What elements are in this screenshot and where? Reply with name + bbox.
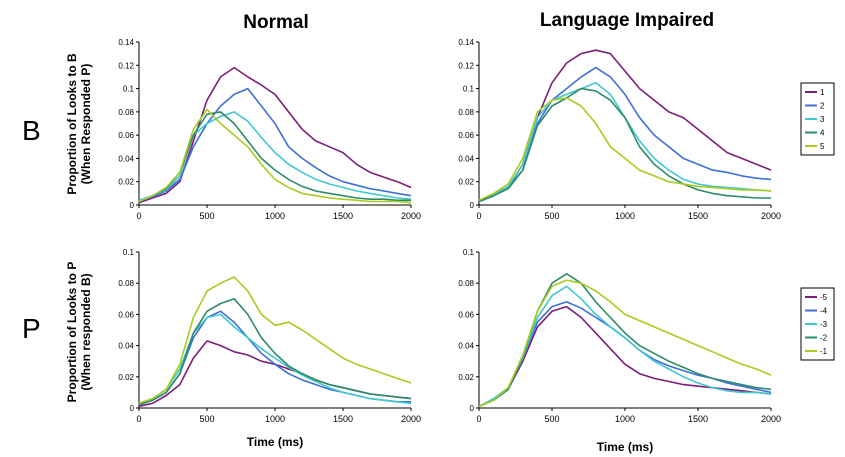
series-line-1 bbox=[138, 66, 412, 204]
chart-panel-0: 0 0.02 0.04 0.06 0.08 0.1 0.12 0.14 0 500 1000 1500… bbox=[118, 38, 421, 221]
legend-P: -5 -4 -3 -2 -1 bbox=[800, 287, 835, 361]
x-tick-label: 0 bbox=[476, 414, 481, 424]
y-tick-label: 0.06 bbox=[458, 310, 474, 319]
series-line--3 bbox=[478, 285, 772, 408]
legend-label: -3 bbox=[820, 320, 828, 329]
x-tick-label: 2000 bbox=[761, 414, 781, 424]
column-title-normal: Normal bbox=[243, 12, 308, 33]
x-tick-label: 500 bbox=[199, 414, 214, 424]
y-tick-label: 0.14 bbox=[118, 38, 134, 47]
y-tick-label: 0.02 bbox=[458, 178, 474, 187]
x-tick-label: 1500 bbox=[688, 211, 708, 221]
x-tick-label: 0 bbox=[136, 211, 141, 221]
legend-label: -2 bbox=[820, 334, 828, 343]
ylabel-bottom-line2: (When responded B) bbox=[79, 273, 93, 390]
y-tick-label: 0.02 bbox=[458, 373, 474, 382]
series-line--1 bbox=[138, 276, 412, 405]
y-tick-label: 0.06 bbox=[118, 310, 134, 319]
y-tick-label: 0.08 bbox=[458, 108, 474, 117]
legend-label: -1 bbox=[820, 347, 828, 356]
xlabel-left: Time (ms) bbox=[247, 435, 303, 449]
series-line-5 bbox=[478, 97, 772, 202]
y-tick-label: 0.12 bbox=[458, 61, 474, 70]
x-tick-label: 1500 bbox=[333, 211, 353, 221]
series-line-1 bbox=[478, 49, 772, 203]
x-tick-label: 0 bbox=[476, 211, 481, 221]
series-line--5 bbox=[478, 305, 772, 408]
legend-label: 1 bbox=[820, 88, 825, 97]
series-line--2 bbox=[478, 272, 772, 408]
ylabel-top-line1: Proportion of Looks to B bbox=[65, 53, 79, 195]
ylabel-bottom-line1: Proportion of Looks to P bbox=[65, 262, 79, 403]
y-tick-label: 0.1 bbox=[463, 248, 475, 257]
x-tick-label: 1000 bbox=[265, 414, 285, 424]
y-tick-label: 0.02 bbox=[118, 373, 134, 382]
y-tick-label: 0.04 bbox=[118, 342, 134, 351]
x-tick-label: 2000 bbox=[761, 211, 781, 221]
y-tick-label: 0.04 bbox=[458, 342, 474, 351]
series-line-2 bbox=[478, 66, 772, 203]
x-tick-label: 500 bbox=[544, 211, 559, 221]
legend-label: -5 bbox=[820, 293, 828, 302]
y-tick-label: 0.08 bbox=[118, 279, 134, 288]
y-tick-label: 0 bbox=[470, 404, 475, 413]
series-line--1 bbox=[478, 279, 772, 408]
y-tick-label: 0.14 bbox=[458, 38, 474, 47]
series-line-3 bbox=[478, 82, 772, 202]
y-tick-label: 0.12 bbox=[118, 61, 134, 70]
x-tick-label: 1000 bbox=[615, 414, 635, 424]
x-tick-label: 1500 bbox=[333, 414, 353, 424]
x-tick-label: 500 bbox=[544, 414, 559, 424]
x-tick-label: 1000 bbox=[265, 211, 285, 221]
y-tick-label: 0.06 bbox=[118, 131, 134, 140]
y-tick-label: 0.08 bbox=[118, 108, 134, 117]
y-tick-label: 0.1 bbox=[123, 85, 135, 94]
series-line--3 bbox=[138, 313, 412, 405]
chart-panel-3: 0 0.02 0.04 0.06 0.08 0.1 0 500 1000 1500 2000 bbox=[458, 248, 781, 424]
y-tick-label: 0 bbox=[470, 201, 475, 210]
xlabel-right: Time (ms) bbox=[597, 440, 653, 454]
y-tick-label: 0 bbox=[130, 404, 135, 413]
y-tick-label: 0.1 bbox=[463, 85, 475, 94]
y-tick-label: 0.1 bbox=[123, 248, 135, 257]
series-line-5 bbox=[138, 108, 412, 204]
ylabel-top-line2: (When Responded P) bbox=[79, 64, 93, 185]
series-line-4 bbox=[478, 87, 771, 203]
row-label-b: B bbox=[22, 115, 41, 146]
y-tick-label: 0.08 bbox=[458, 279, 474, 288]
legend-label: -4 bbox=[820, 307, 828, 316]
series-line-2 bbox=[138, 87, 412, 203]
x-tick-label: 2000 bbox=[401, 211, 421, 221]
x-tick-label: 1500 bbox=[688, 414, 708, 424]
legend-B: 1 2 3 4 5 bbox=[800, 82, 835, 156]
series-line-3 bbox=[138, 111, 412, 202]
x-tick-label: 1000 bbox=[615, 211, 635, 221]
series-line--2 bbox=[138, 297, 412, 406]
y-tick-label: 0.04 bbox=[458, 154, 474, 163]
x-tick-label: 500 bbox=[199, 211, 214, 221]
legend-label: 2 bbox=[820, 102, 825, 111]
row-label-p: P bbox=[22, 313, 41, 344]
column-title-language-impaired: Language Impaired bbox=[540, 10, 714, 31]
y-tick-label: 0.02 bbox=[118, 178, 134, 187]
legends: 1 2 3 4 5 -5 -4 -3 -2 -1 bbox=[800, 82, 835, 361]
chart-panel-1: 0 0.02 0.04 0.06 0.08 0.1 0.12 0.14 0 500 1000 1500… bbox=[458, 38, 781, 221]
chart-panel-2: 0 0.02 0.04 0.06 0.08 0.1 0 500 1000 1500 2000 bbox=[118, 248, 421, 424]
legend-label: 3 bbox=[820, 115, 825, 124]
y-tick-label: 0 bbox=[130, 201, 135, 210]
y-tick-label: 0.04 bbox=[118, 154, 134, 163]
chart-panels: 0 0.02 0.04 0.06 0.08 0.1 0.12 0.14 0 500 1000 1500… bbox=[118, 38, 781, 424]
x-tick-label: 0 bbox=[136, 414, 141, 424]
y-tick-label: 0.06 bbox=[458, 131, 474, 140]
x-tick-label: 2000 bbox=[401, 414, 421, 424]
legend-label: 4 bbox=[820, 129, 825, 138]
legend-label: 5 bbox=[820, 142, 825, 151]
